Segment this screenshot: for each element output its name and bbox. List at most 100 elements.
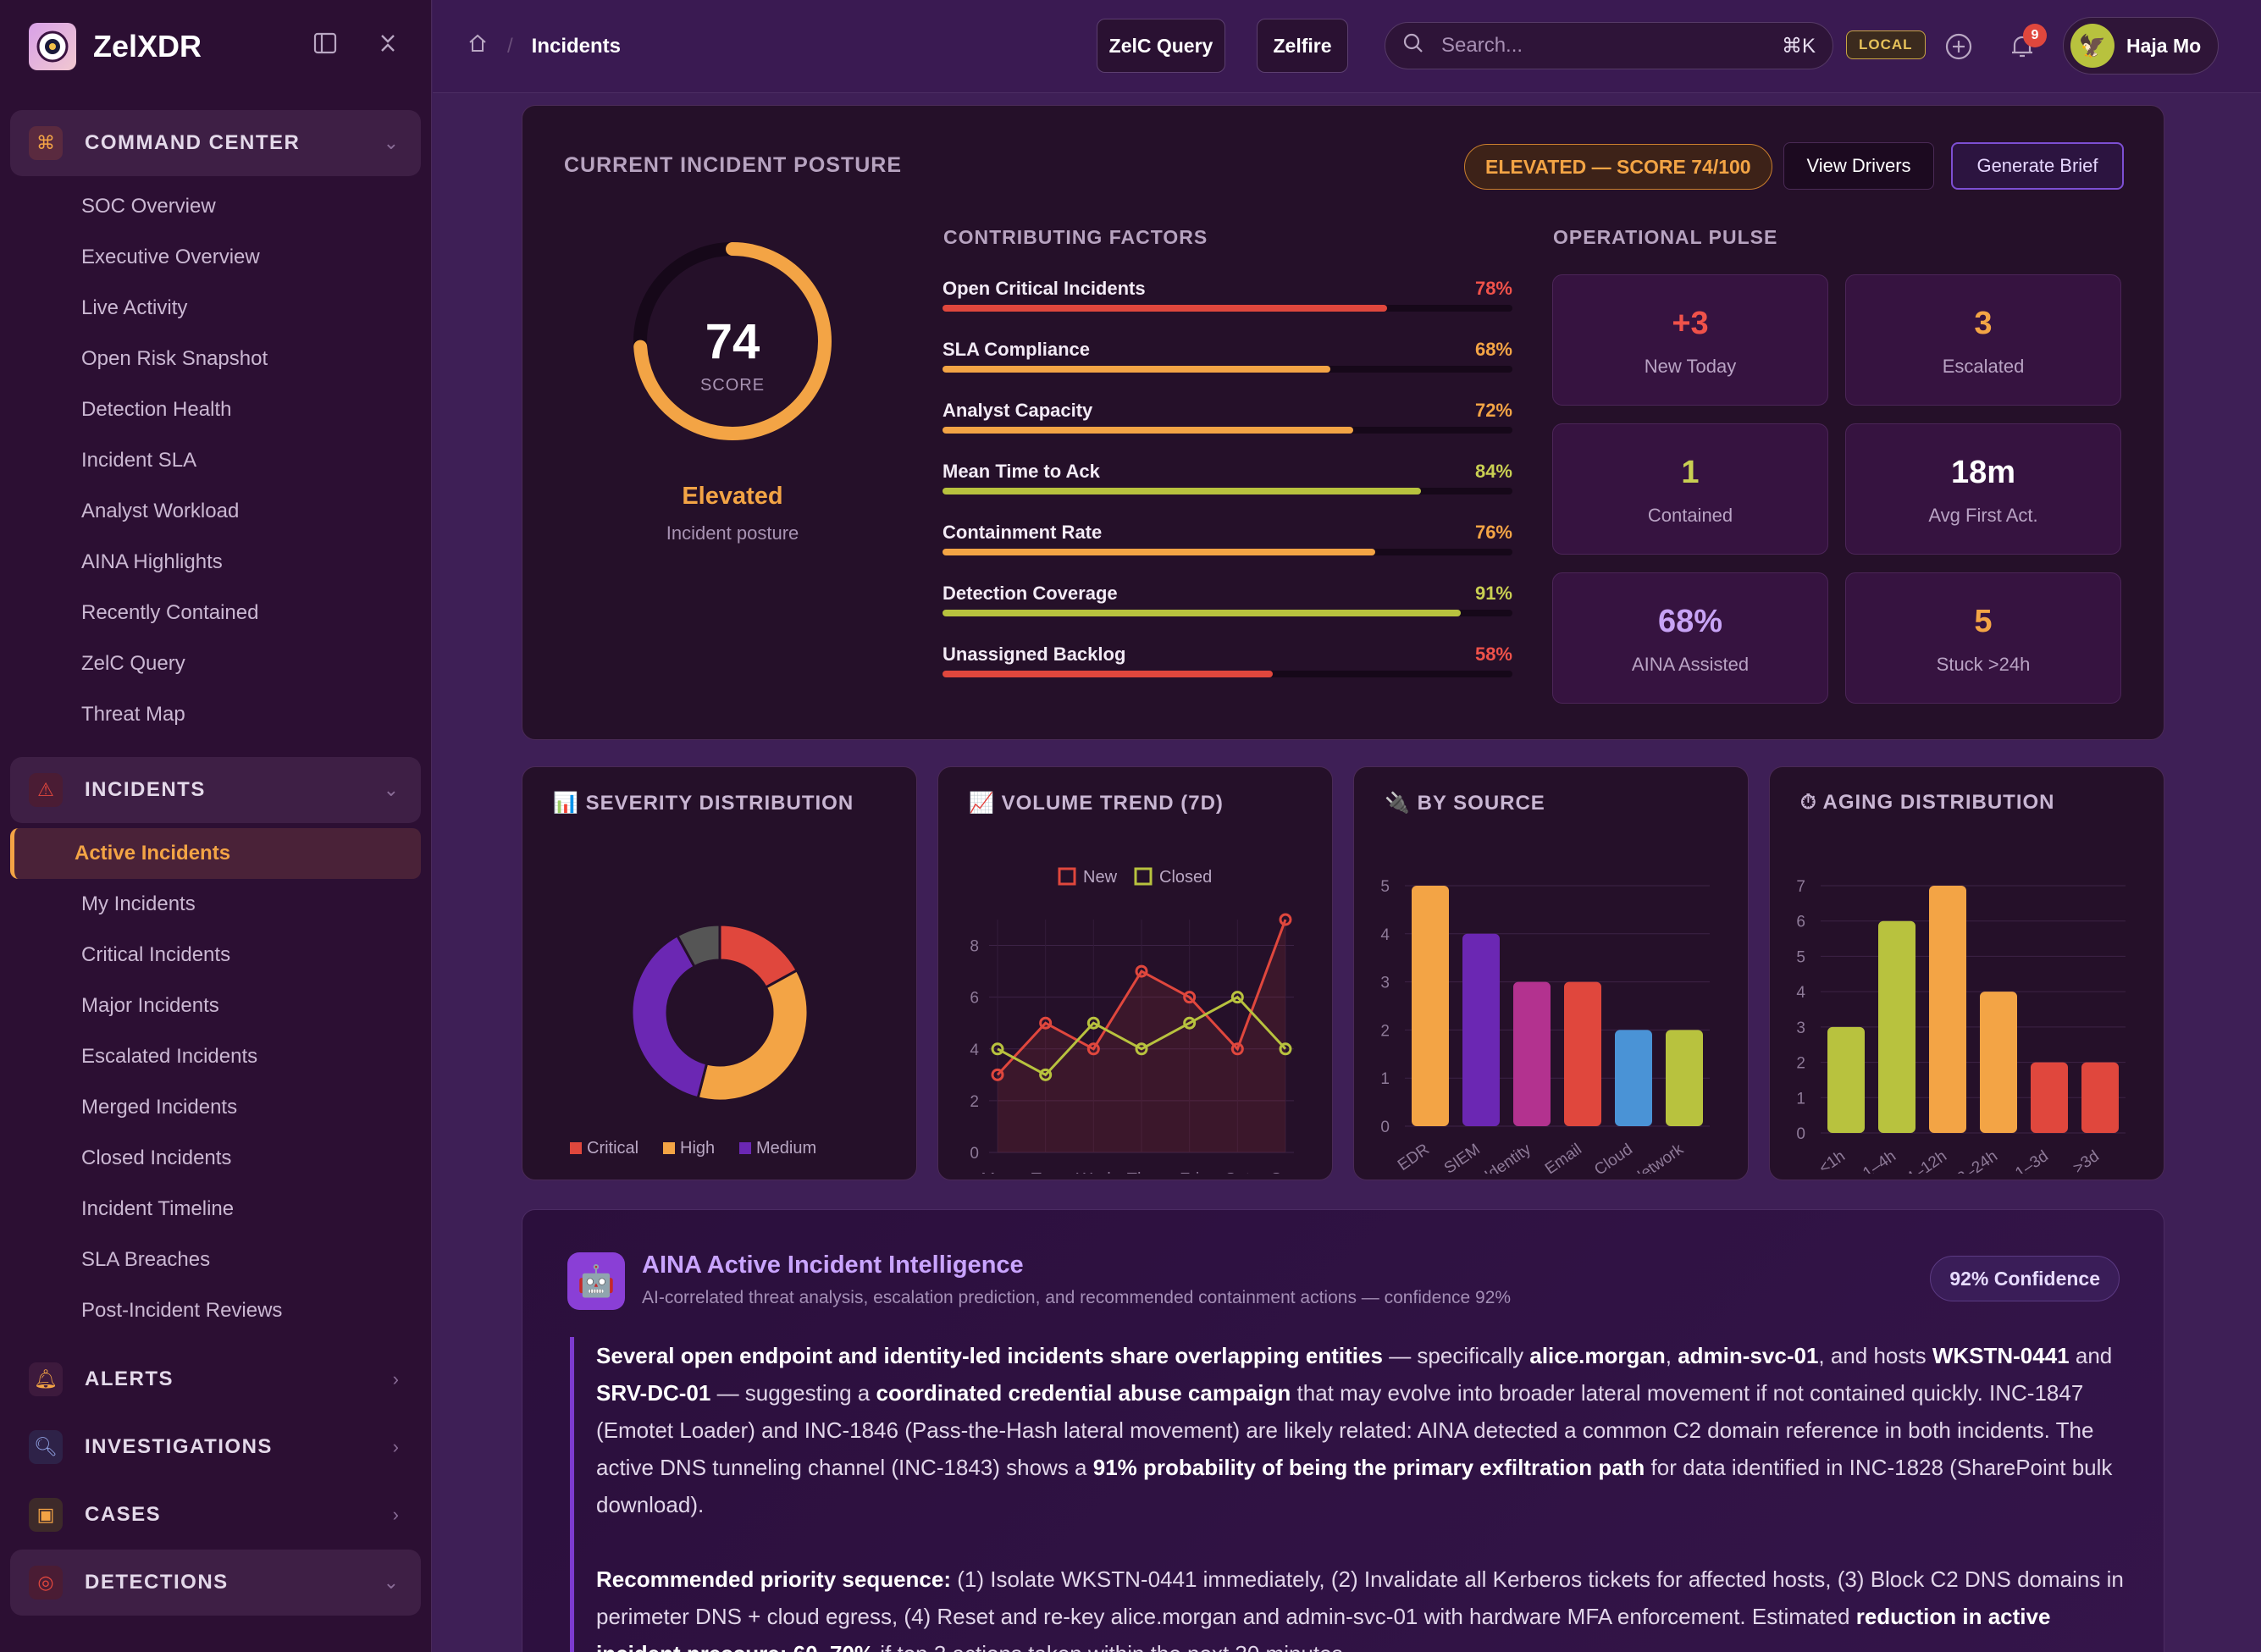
point-new — [1039, 1016, 1053, 1030]
source-title: 🔌 BY SOURCE — [1385, 792, 1545, 815]
chevron-right-icon: › — [392, 1436, 399, 1457]
factor-row: Mean Time to Ack 84% — [943, 461, 1512, 494]
y-tick-label: 0 — [1380, 1119, 1390, 1136]
chevron-down-icon: ⌄ — [383, 132, 399, 153]
legend-label-high: High — [680, 1139, 715, 1158]
view-drivers-button[interactable]: View Drivers — [1783, 142, 1934, 190]
y-tick-label: 0 — [1796, 1125, 1805, 1143]
factor-row: Analyst Capacity 72% — [943, 400, 1512, 434]
severity-distribution-panel: 📊 SEVERITY DISTRIBUTION Critical High Medi… — [522, 766, 917, 1180]
breadcrumb-current[interactable]: Incidents — [531, 34, 622, 58]
home-icon[interactable] — [467, 32, 489, 60]
factor-track — [943, 305, 1512, 312]
factor-bar — [943, 427, 1353, 434]
severity-donut-chart: Critical High Medium Low — [570, 923, 816, 1174]
x-tick-label: Sat — [1224, 1170, 1250, 1174]
sidebar-item-major-incidents[interactable]: Major Incidents — [81, 994, 219, 1017]
sidebar-item-merged-incidents[interactable]: Merged Incidents — [81, 1096, 238, 1119]
sidebar-item-sla-breaches[interactable]: SLA Breaches — [81, 1248, 211, 1271]
pulse-label: Stuck >24h — [1936, 654, 2031, 675]
section-label: COMMAND CENTER — [85, 131, 301, 154]
command-center-nav: SOC Overview Executive Overview Live Act… — [0, 181, 431, 740]
point-closed — [1183, 1016, 1197, 1030]
sidebar-item-critical-incidents[interactable]: Critical Incidents — [81, 943, 231, 966]
section-label: INVESTIGATIONS — [85, 1435, 273, 1458]
sidebar: ZelXDR ⌘ COMMAND CENTER ⌄ SOC Overview E… — [0, 0, 432, 1652]
confidence-badge: 92% Confidence — [1930, 1256, 2120, 1301]
generate-brief-button[interactable]: Generate Brief — [1951, 142, 2124, 190]
pulse-label: Avg First Act. — [1928, 505, 2038, 526]
sidebar-item-analyst-workload[interactable]: Analyst Workload — [81, 500, 240, 522]
sidebar-item-incident-timeline[interactable]: Incident Timeline — [81, 1197, 235, 1220]
sidebar-item-soc-overview[interactable]: SOC Overview — [81, 195, 216, 218]
app-logo[interactable] — [29, 23, 76, 70]
series-line-new — [996, 919, 1287, 1076]
section-incidents[interactable]: ⚠ INCIDENTS ⌄ — [10, 757, 421, 823]
x-tick-label: >3d — [2070, 1147, 2102, 1174]
bar-1 — [1462, 933, 1500, 1126]
x-tick-label: Cloud — [1591, 1141, 1636, 1174]
x-tick-label: EDR — [1395, 1141, 1433, 1174]
score-label: SCORE — [700, 376, 765, 395]
collapse-all-icon[interactable] — [375, 30, 401, 60]
factor-row: SLA Compliance 68% — [943, 339, 1512, 373]
factor-name: Analyst Capacity — [943, 400, 1093, 421]
warning-icon: ⚠ — [29, 773, 63, 807]
factor-bar — [943, 305, 1387, 312]
magnifier-icon: 🔍︎ — [29, 1430, 63, 1464]
sidebar-item-closed-incidents[interactable]: Closed Incidents — [81, 1146, 232, 1169]
factor-name: Mean Time to Ack — [943, 461, 1100, 482]
user-menu[interactable]: 🦅 Haja Mo — [2063, 17, 2219, 75]
pulse-card: +3 New Today — [1552, 274, 1828, 406]
bar-4 — [2031, 1062, 2068, 1133]
x-tick-label: Tue — [1031, 1170, 1060, 1174]
factor-bar — [943, 549, 1376, 555]
sidebar-item-aina-highlights[interactable]: AINA Highlights — [81, 550, 223, 573]
x-tick-label: Thu — [1127, 1170, 1156, 1174]
section-investigations[interactable]: 🔍︎ INVESTIGATIONS › — [10, 1414, 421, 1480]
add-icon[interactable] — [1944, 32, 1973, 65]
sidebar-item-zelc-query[interactable]: ZelC Query — [81, 652, 185, 675]
sidebar-item-detection-health[interactable]: Detection Health — [81, 398, 232, 421]
sidebar-item-my-incidents[interactable]: My Incidents — [81, 892, 196, 915]
section-alerts[interactable]: 🔔︎ ALERTS › — [10, 1346, 421, 1412]
zelc-query-button[interactable]: ZelC Query — [1097, 19, 1225, 73]
chevron-right-icon: › — [392, 1504, 399, 1525]
x-tick-label: Mon — [981, 1170, 1014, 1174]
pulse-value: 18m — [1950, 455, 2016, 490]
env-badge: LOCAL — [1846, 30, 1926, 59]
factor-bar — [943, 488, 1422, 494]
section-cases[interactable]: ▣ CASES › — [10, 1482, 421, 1548]
sidebar-item-executive-overview[interactable]: Executive Overview — [81, 246, 260, 268]
section-command-center[interactable]: ⌘ COMMAND CENTER ⌄ — [10, 110, 421, 176]
point-new — [1230, 1042, 1244, 1056]
bar-1 — [1878, 920, 1915, 1133]
incidents-nav: Active Incidents My Incidents Critical I… — [0, 828, 431, 1336]
x-tick-label: Network — [1628, 1141, 1688, 1174]
sidebar-item-open-risk-snapshot[interactable]: Open Risk Snapshot — [81, 347, 268, 370]
posture-level: Elevated — [682, 483, 783, 510]
sidebar-item-threat-map[interactable]: Threat Map — [81, 703, 185, 726]
timer-icon: ⏱ — [1800, 791, 1817, 814]
breadcrumb: / Incidents — [467, 32, 621, 60]
x-tick-label: Identity — [1482, 1141, 1535, 1174]
collapse-sidebar-icon[interactable] — [312, 30, 338, 60]
severity-title: 📊 SEVERITY DISTRIBUTION — [553, 792, 854, 815]
factor-percent: 78% — [1474, 278, 1512, 299]
factor-name: Containment Rate — [943, 522, 1103, 543]
sidebar-item-incident-sla[interactable]: Incident SLA — [81, 449, 197, 472]
by-source-panel: 🔌 BY SOURCE 0 1 2 3 4 5 EDR SIEM Identity Email Cl… — [1353, 766, 1749, 1180]
sidebar-item-post-incident-reviews[interactable]: Post-Incident Reviews — [81, 1299, 283, 1322]
zelfire-button[interactable]: Zelfire — [1257, 19, 1348, 73]
sidebar-item-recently-contained[interactable]: Recently Contained — [81, 601, 259, 624]
section-detections[interactable]: ◎ DETECTIONS ⌄ — [10, 1550, 421, 1616]
search-input[interactable]: Search... ⌘K — [1385, 22, 1833, 69]
sidebar-item-active-incidents[interactable]: Active Incidents — [10, 828, 421, 879]
legend-label-closed: Closed — [1159, 868, 1212, 887]
y-tick-label: 2 — [1380, 1022, 1390, 1040]
sidebar-item-escalated-incidents[interactable]: Escalated Incidents — [81, 1045, 258, 1068]
volume-trend-panel: 📈 VOLUME TREND (7D) 0 2 4 6 8 Mon Tue Wed Thu Fri… — [937, 766, 1333, 1180]
sidebar-item-live-activity[interactable]: Live Activity — [81, 296, 188, 319]
chart-icon: 📊 — [553, 792, 579, 815]
aina-paragraph-2: Recommended priority sequence: (1) Isola… — [596, 1566, 2124, 1652]
